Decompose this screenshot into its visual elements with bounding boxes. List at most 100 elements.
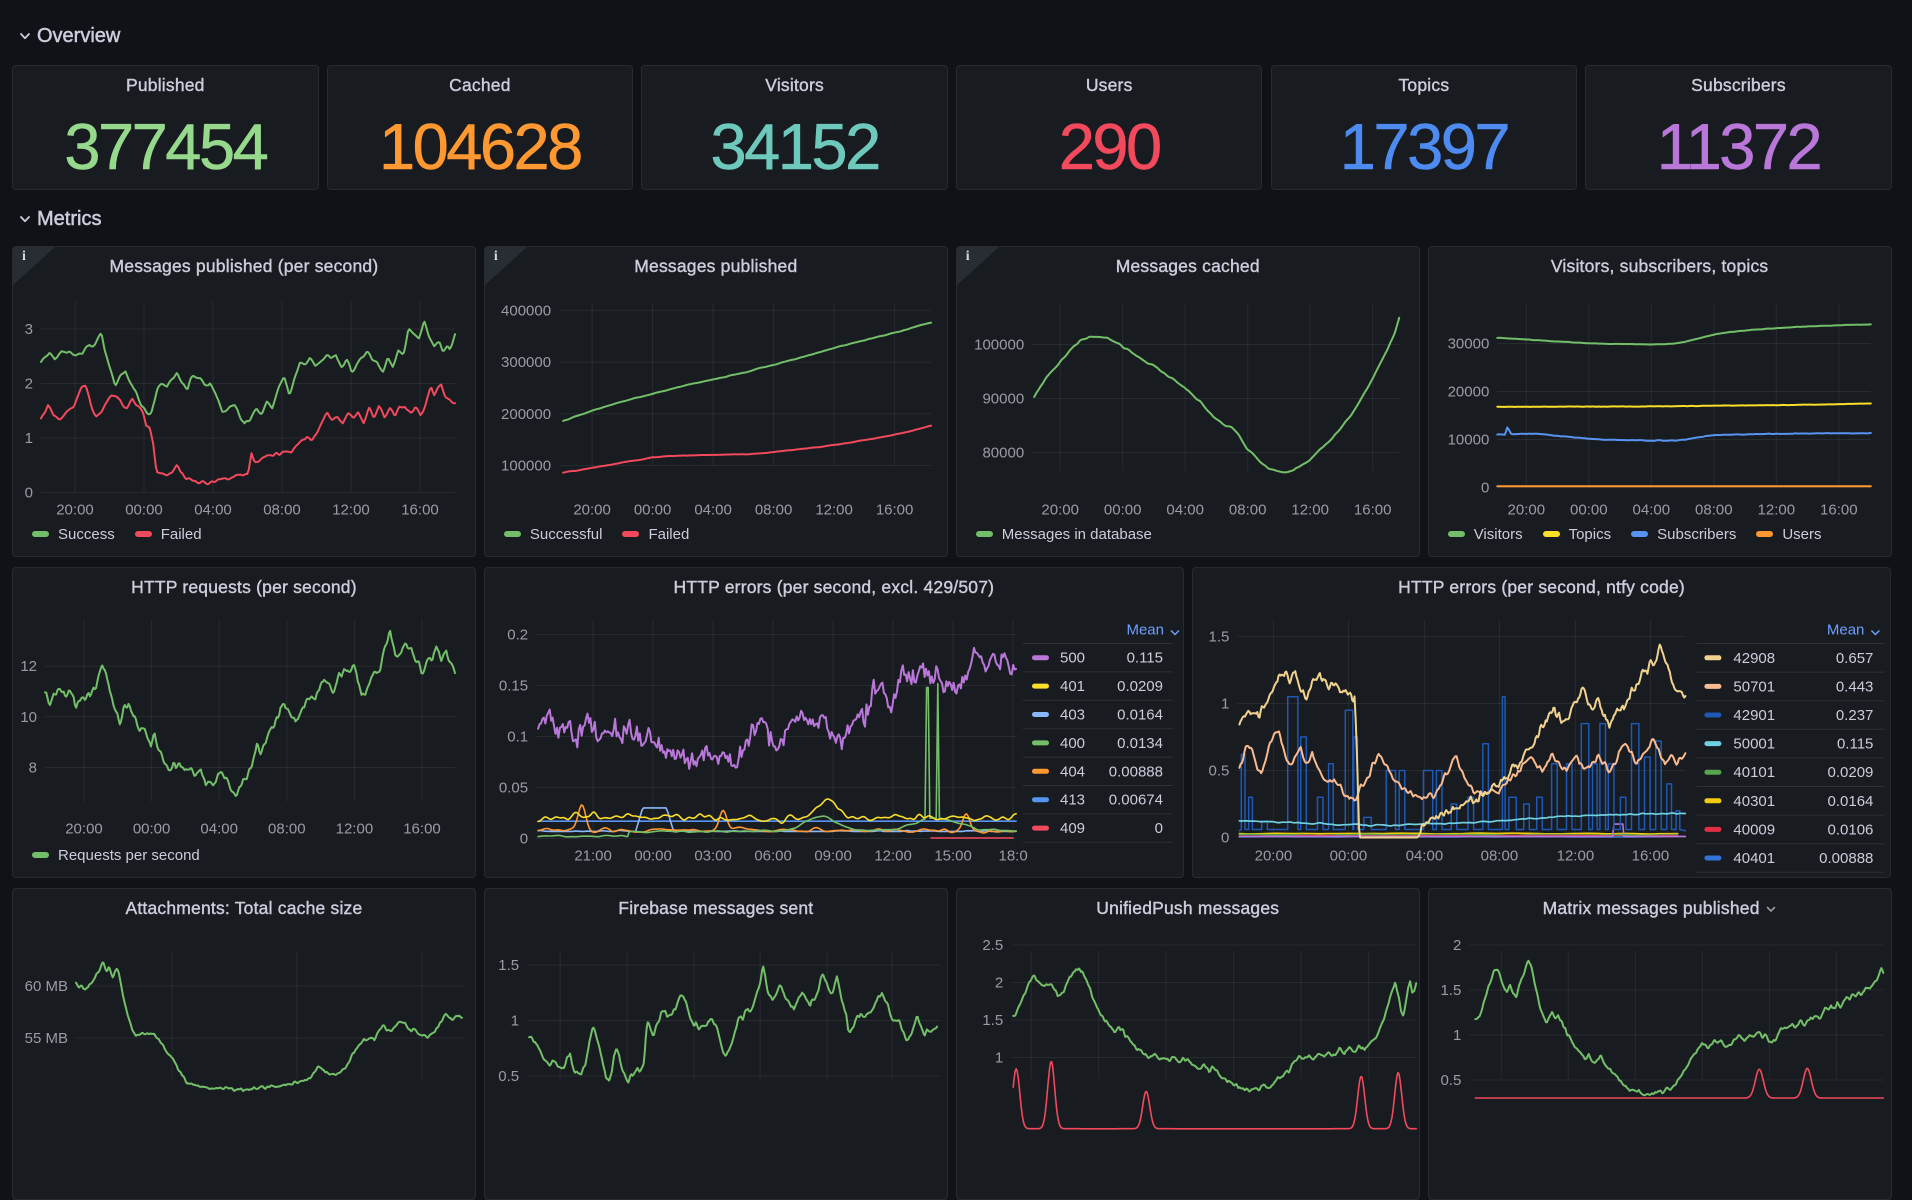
svg-text:Mean: Mean [1826, 621, 1864, 638]
svg-text:0: 0 [1481, 479, 1489, 496]
svg-text:1: 1 [25, 430, 33, 447]
svg-text:0.05: 0.05 [499, 779, 528, 796]
svg-text:0.5: 0.5 [1440, 1072, 1461, 1089]
svg-text:0.0209: 0.0209 [1827, 764, 1873, 781]
svg-text:0.115: 0.115 [1126, 649, 1162, 666]
svg-text:0.237: 0.237 [1835, 707, 1873, 724]
svg-text:40101: 40101 [1733, 764, 1775, 781]
svg-text:0.115: 0.115 [1837, 735, 1873, 752]
svg-text:2.5: 2.5 [982, 937, 1003, 954]
svg-text:18:0: 18:0 [998, 847, 1027, 864]
svg-text:50701: 50701 [1733, 678, 1775, 695]
svg-text:20:00: 20:00 [1507, 501, 1545, 518]
svg-text:04:00: 04:00 [200, 820, 238, 837]
svg-text:0.00674: 0.00674 [1109, 791, 1163, 808]
svg-text:2: 2 [995, 975, 1003, 992]
svg-text:12:00: 12:00 [874, 847, 912, 864]
svg-text:00:00: 00:00 [133, 820, 171, 837]
svg-text:300000: 300000 [501, 354, 551, 371]
svg-text:16:00: 16:00 [1820, 501, 1858, 518]
svg-text:500: 500 [1060, 649, 1085, 666]
svg-text:06:00: 06:00 [754, 847, 792, 864]
svg-text:Mean: Mean [1126, 621, 1164, 638]
svg-text:401: 401 [1060, 678, 1085, 695]
svg-text:00:00: 00:00 [1104, 501, 1142, 518]
svg-text:12:00: 12:00 [1291, 501, 1329, 518]
svg-text:50001: 50001 [1733, 735, 1775, 752]
svg-text:04:00: 04:00 [1632, 501, 1670, 518]
svg-text:12:00: 12:00 [1556, 847, 1594, 864]
svg-text:0.2: 0.2 [507, 626, 528, 643]
svg-text:42901: 42901 [1733, 707, 1775, 724]
svg-text:10000: 10000 [1447, 431, 1489, 448]
svg-text:404: 404 [1060, 763, 1085, 780]
svg-text:0.0106: 0.0106 [1827, 821, 1873, 838]
svg-text:0.00888: 0.00888 [1109, 763, 1163, 780]
svg-text:0.0164: 0.0164 [1117, 706, 1163, 723]
svg-text:0.0134: 0.0134 [1117, 734, 1163, 751]
svg-text:21:00: 21:00 [574, 847, 612, 864]
svg-text:1.5: 1.5 [498, 957, 519, 974]
svg-text:100000: 100000 [501, 457, 551, 474]
svg-text:2: 2 [25, 375, 33, 392]
svg-text:0.1: 0.1 [507, 728, 528, 745]
svg-text:55 MB: 55 MB [25, 1030, 68, 1047]
svg-text:16:00: 16:00 [1631, 847, 1669, 864]
svg-text:04:00: 04:00 [1166, 501, 1204, 518]
svg-text:08:00: 08:00 [1695, 501, 1733, 518]
svg-text:0.15: 0.15 [499, 677, 528, 694]
svg-text:0: 0 [520, 830, 528, 847]
svg-text:0.5: 0.5 [498, 1068, 519, 1085]
svg-text:15:00: 15:00 [934, 847, 972, 864]
svg-text:10: 10 [20, 708, 37, 725]
svg-text:08:00: 08:00 [263, 501, 301, 518]
svg-text:00:00: 00:00 [634, 501, 672, 518]
svg-text:100000: 100000 [974, 336, 1024, 353]
svg-text:40401: 40401 [1733, 850, 1775, 867]
svg-text:20:00: 20:00 [1254, 847, 1292, 864]
svg-text:20000: 20000 [1447, 383, 1489, 400]
svg-text:20:00: 20:00 [65, 820, 103, 837]
svg-text:40301: 40301 [1733, 792, 1775, 809]
svg-text:30000: 30000 [1447, 335, 1489, 352]
svg-text:0: 0 [1221, 829, 1229, 846]
svg-text:0.657: 0.657 [1835, 649, 1873, 666]
svg-text:04:00: 04:00 [694, 501, 732, 518]
svg-text:12:00: 12:00 [1757, 501, 1795, 518]
svg-text:08:00: 08:00 [755, 501, 793, 518]
svg-text:16:00: 16:00 [401, 501, 439, 518]
svg-text:8: 8 [29, 759, 37, 776]
svg-text:413: 413 [1060, 791, 1085, 808]
svg-text:12:00: 12:00 [815, 501, 853, 518]
svg-text:40009: 40009 [1733, 821, 1775, 838]
svg-text:20:00: 20:00 [56, 501, 94, 518]
svg-text:09:00: 09:00 [814, 847, 852, 864]
svg-text:03:00: 03:00 [694, 847, 732, 864]
svg-text:04:00: 04:00 [1405, 847, 1443, 864]
svg-text:20:00: 20:00 [1041, 501, 1079, 518]
svg-text:0.0209: 0.0209 [1117, 678, 1163, 695]
svg-text:3: 3 [25, 321, 33, 338]
svg-text:0: 0 [25, 484, 33, 501]
svg-text:1.5: 1.5 [982, 1012, 1003, 1029]
svg-text:08:00: 08:00 [268, 820, 306, 837]
svg-text:60 MB: 60 MB [25, 978, 68, 995]
svg-text:20:00: 20:00 [573, 501, 611, 518]
svg-text:00:00: 00:00 [1570, 501, 1608, 518]
svg-text:409: 409 [1060, 820, 1085, 837]
svg-text:00:00: 00:00 [1329, 847, 1367, 864]
svg-text:90000: 90000 [982, 390, 1024, 407]
svg-text:1: 1 [995, 1050, 1003, 1067]
svg-text:0.0164: 0.0164 [1827, 792, 1873, 809]
svg-text:400: 400 [1060, 734, 1085, 751]
svg-text:1: 1 [1453, 1027, 1461, 1044]
svg-text:1.5: 1.5 [1208, 628, 1229, 645]
svg-text:00:00: 00:00 [125, 501, 163, 518]
svg-text:400000: 400000 [501, 302, 551, 319]
svg-text:0.5: 0.5 [1208, 762, 1229, 779]
svg-text:0.443: 0.443 [1835, 678, 1873, 695]
svg-text:200000: 200000 [501, 405, 551, 422]
svg-text:12: 12 [20, 658, 37, 675]
svg-text:0.00888: 0.00888 [1819, 850, 1873, 867]
svg-text:42908: 42908 [1733, 649, 1775, 666]
